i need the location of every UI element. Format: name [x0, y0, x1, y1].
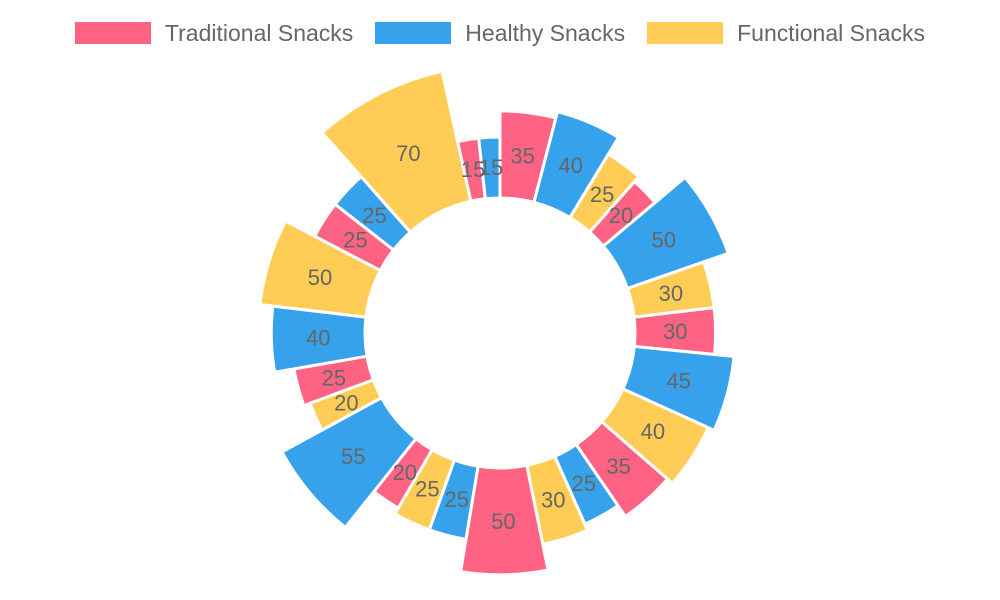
- slice-value-label: 25: [415, 476, 439, 501]
- slice-value-label: 15: [479, 155, 503, 180]
- slice-value-label: 25: [343, 227, 367, 252]
- legend-label: Healthy Snacks: [465, 19, 626, 46]
- legend-item[interactable]: Traditional Snacks: [74, 19, 354, 47]
- slice-value-label: 30: [659, 281, 683, 306]
- slice-value-label: 20: [334, 390, 358, 415]
- slice-value-label: 55: [341, 444, 365, 469]
- slice-value-label: 20: [393, 460, 417, 485]
- slice-value-label: 40: [306, 325, 330, 350]
- slices-layer: [258, 69, 736, 577]
- slice-value-label: 45: [667, 369, 691, 394]
- slice-value-label: 15: [461, 157, 485, 182]
- slice-value-label: 35: [606, 454, 630, 479]
- slice-value-label: 25: [572, 471, 596, 496]
- slice-value-label: 25: [322, 365, 346, 390]
- donut-slice[interactable]: [620, 344, 736, 433]
- slice-value-label: 25: [444, 487, 468, 512]
- slice-value-label: 35: [510, 143, 534, 168]
- legend-swatch: [647, 22, 724, 44]
- slice-value-label: 40: [558, 153, 582, 178]
- slice-value-label: 50: [651, 227, 675, 252]
- donut-slice[interactable]: [319, 69, 473, 235]
- slice-value-label: 30: [663, 319, 687, 344]
- legend-item[interactable]: Healthy Snacks: [375, 20, 625, 47]
- legend-swatch: [375, 22, 452, 44]
- slice-value-label: 20: [609, 203, 633, 228]
- slice-value-label: 25: [590, 182, 614, 207]
- legend: Traditional Snacks Healthy Snacks Function…: [0, 16, 1000, 50]
- legend-label: Traditional Snacks: [164, 19, 354, 46]
- slice-value-label: 40: [641, 419, 665, 444]
- slice-value-label: 70: [396, 141, 420, 166]
- slice-value-label: 50: [491, 509, 515, 534]
- donut-slice[interactable]: [279, 395, 419, 530]
- slice-value-label: 30: [541, 488, 565, 513]
- legend-swatch: [74, 22, 151, 44]
- labels-layer: 35 40252050303045403525305025252055202540…: [306, 141, 691, 534]
- slice-value-label: 25: [362, 203, 386, 228]
- slice-value-label: 50: [308, 265, 332, 290]
- legend-label: Functional Snacks: [737, 19, 926, 46]
- donut-slice[interactable]: [477, 135, 502, 201]
- legend-item[interactable]: Functional Snacks: [647, 20, 925, 47]
